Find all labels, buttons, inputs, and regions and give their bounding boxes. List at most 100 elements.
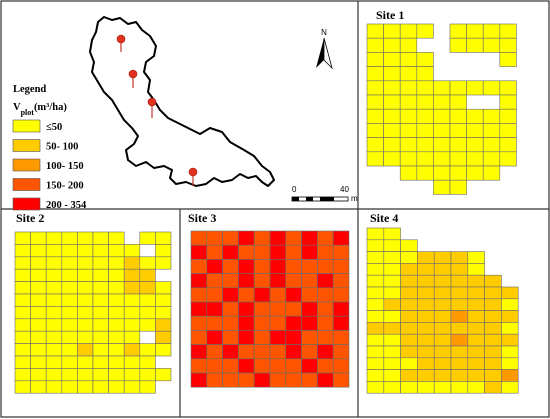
- site-1-cell: [399, 108, 418, 124]
- site-2-grid: [14, 231, 172, 394]
- site-1-cell: [416, 23, 434, 39]
- site-4-cell: [417, 369, 435, 382]
- site-2-cell: [14, 355, 31, 369]
- site-4-cell: [383, 333, 401, 347]
- site-2-cell: [77, 368, 94, 382]
- site-4-cell: [383, 381, 401, 394]
- site-3-cell: [317, 273, 334, 289]
- site-4-cell: [400, 274, 418, 288]
- site-1-cell: [399, 37, 418, 53]
- site-4-cell: [467, 357, 485, 370]
- site-1-cell: [499, 108, 517, 124]
- site-4-cell: [433, 357, 452, 370]
- site-4-cell: [383, 310, 401, 323]
- site-4-cell: [467, 333, 485, 347]
- site-2-cell: [14, 330, 31, 344]
- site-4-cell: [400, 333, 418, 347]
- site-4-cell: [467, 345, 485, 359]
- site-1-cell: [433, 165, 451, 181]
- legend-swatch-3: [12, 158, 41, 172]
- site-2-cell: [77, 306, 94, 320]
- site-marker-1: [116, 34, 126, 52]
- site-4-cell: [383, 357, 401, 370]
- site-3-cell: [190, 344, 208, 360]
- legend-variable: Vplot(m³/ha): [13, 102, 67, 117]
- site-3-cell: [238, 244, 255, 260]
- site-2-cell: [123, 343, 141, 357]
- site-2-cell: [155, 343, 172, 357]
- site-4-cell: [501, 298, 519, 311]
- site-2-cell: [108, 343, 125, 357]
- site-3-cell: [206, 344, 223, 360]
- site-3-cell: [269, 344, 287, 360]
- legend-title: Legend: [13, 84, 46, 95]
- site-1-cell: [466, 165, 484, 181]
- site-1-cell: [399, 66, 418, 82]
- scale-bar-unit: m: [351, 194, 358, 203]
- site-3-cell: [190, 259, 208, 274]
- site-2-cell: [108, 231, 125, 245]
- site-4-cell: [433, 298, 452, 311]
- site-1-cell: [383, 151, 401, 167]
- site-4-cell: [383, 322, 401, 335]
- site-4-cell: [383, 227, 401, 241]
- site-4-cell: [366, 333, 385, 347]
- legend: Legend Vplot(m³/ha) ≤50 50- 100 100- 150 15…: [12, 84, 87, 211]
- site-3-cell: [222, 358, 239, 374]
- site-2-cell: [77, 293, 94, 307]
- legend-swatch-1: [12, 119, 41, 133]
- site-4-cell: [366, 274, 385, 288]
- site-3-cell: [285, 259, 302, 274]
- site-3-cell: [190, 358, 208, 374]
- site-1-cell: [383, 108, 401, 124]
- site-4-cell: [501, 369, 519, 382]
- site-4-cell: [450, 345, 469, 359]
- site-3-cell: [190, 287, 208, 303]
- site-3-cell: [253, 259, 271, 274]
- site-2-cell: [77, 268, 94, 282]
- site-4-cell: [467, 263, 485, 276]
- site-1-cell: [383, 123, 401, 138]
- site-2-cell: [155, 368, 172, 382]
- site-2-cell: [123, 306, 141, 320]
- site-2-cell: [61, 256, 78, 270]
- site-1-cell: [399, 80, 418, 96]
- site-2-cell: [45, 330, 63, 344]
- site-4-cell: [366, 310, 385, 323]
- site-1-cell: [499, 23, 517, 39]
- site-1-cell: [366, 108, 384, 124]
- site-3-cell: [238, 273, 255, 289]
- site-3-cell: [206, 330, 223, 345]
- site-2-cell: [139, 368, 156, 382]
- site-3-cell: [222, 273, 239, 289]
- site-2-cell: [123, 244, 141, 258]
- site-4-cell: [400, 239, 418, 252]
- site-1-cell: [466, 123, 484, 138]
- site-2-cell: [45, 231, 63, 245]
- site-4-cell: [450, 369, 469, 382]
- site-3-cell: [301, 344, 318, 360]
- site-4-cell: [467, 322, 485, 335]
- site-4-cell: [417, 251, 435, 264]
- site-3-cell: [222, 244, 239, 260]
- site-2-cell: [45, 368, 63, 382]
- site-4-cell: [501, 357, 519, 370]
- north-arrow: N: [316, 28, 333, 70]
- site-2-cell: [77, 380, 94, 394]
- site-4-cell: [484, 298, 502, 311]
- scale-bar-seg-3: [320, 197, 334, 201]
- site-1-cell: [383, 80, 401, 96]
- site-1-cell: [466, 80, 484, 96]
- site-3-cell: [269, 244, 287, 260]
- site-3-cell: [317, 259, 334, 274]
- site-3-cell: [285, 344, 302, 360]
- site-2-cell: [14, 281, 31, 295]
- site-4-cell: [433, 274, 452, 288]
- site-4-cell: [484, 286, 502, 300]
- site-2-cell: [139, 343, 156, 357]
- site-1-title: Site 1: [376, 8, 404, 22]
- site-4-cell: [400, 263, 418, 276]
- site-1-cell: [499, 137, 517, 153]
- site-4-cell: [366, 298, 385, 311]
- site-4-cell: [400, 381, 418, 394]
